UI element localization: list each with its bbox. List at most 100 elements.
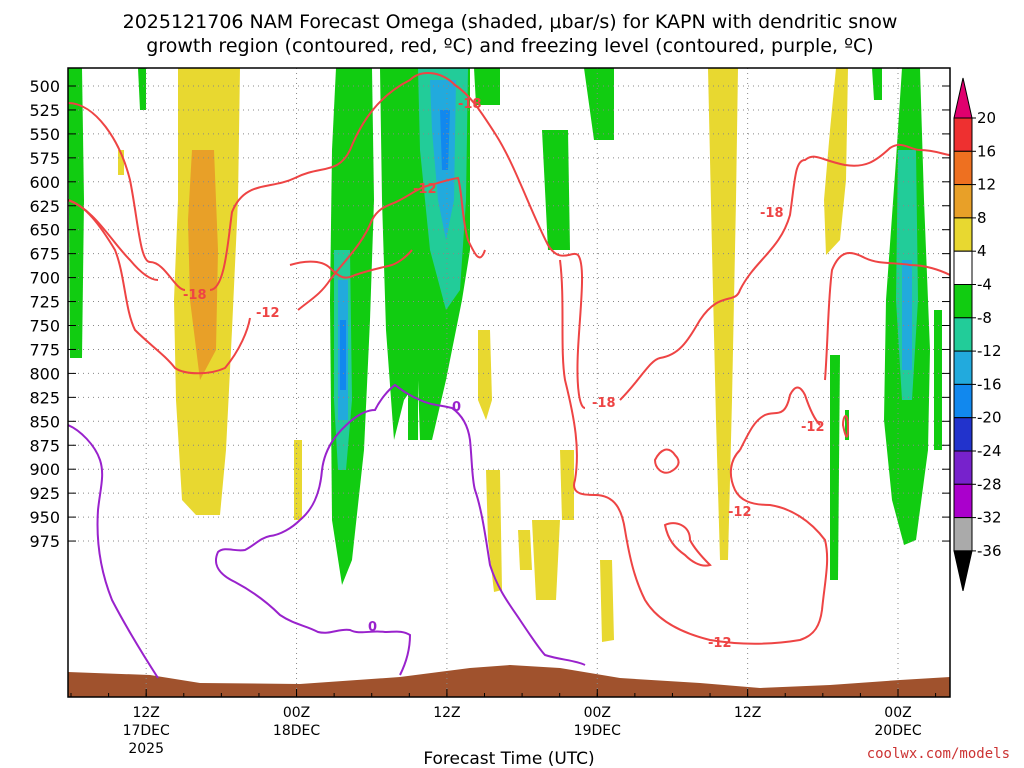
y-tick-label: 750 xyxy=(29,317,60,336)
colorbar-swatch xyxy=(953,217,973,252)
colorbar-label: -8 xyxy=(977,309,992,327)
y-tick-label: 650 xyxy=(29,221,60,240)
omega-negative-region xyxy=(542,130,570,250)
dendritic-contour xyxy=(619,143,950,401)
colorbar-swatch xyxy=(953,317,973,352)
colorbar-label: -24 xyxy=(977,442,1002,460)
omega-positive-region xyxy=(518,530,532,570)
omega-positive-region xyxy=(486,470,502,592)
colorbar-swatch xyxy=(953,184,973,219)
y-tick-label: 625 xyxy=(29,197,60,216)
omega-positive-region xyxy=(708,68,738,560)
omega-negative-region xyxy=(408,380,418,440)
y-tick-label: 525 xyxy=(29,101,60,120)
colorbar-swatch xyxy=(953,250,973,285)
y-tick-label: 550 xyxy=(29,125,60,144)
y-tick-label: 975 xyxy=(29,532,60,551)
colorbar-label: 8 xyxy=(977,209,987,227)
dendritic-contour xyxy=(559,259,829,645)
y-tick-label: 925 xyxy=(29,484,60,503)
colorbar-swatch xyxy=(953,550,973,592)
contour-label: -12 xyxy=(801,420,825,435)
omega-positive-region xyxy=(600,560,614,642)
omega-negative-region xyxy=(138,68,146,110)
omega-shading xyxy=(68,68,942,642)
colorbar-label: -36 xyxy=(977,542,1002,560)
colorbar-label: -16 xyxy=(977,375,1002,393)
freezing-level-contour xyxy=(215,383,586,676)
x-tick-date: 19DEC xyxy=(574,723,621,739)
dendritic-contour xyxy=(739,386,821,451)
dendritic-contour xyxy=(841,415,850,438)
omega-negative-core xyxy=(440,110,450,170)
omega-positive-region xyxy=(824,68,848,255)
omega-positive-region xyxy=(188,150,218,380)
colorbar-swatch xyxy=(953,483,973,519)
omega-negative-region xyxy=(872,68,882,100)
contour-label: -18 xyxy=(183,288,207,303)
contour-label: -12 xyxy=(256,306,280,321)
credit-text: coolwx.com/models xyxy=(867,746,1010,762)
colorbar-swatch xyxy=(953,150,973,186)
plot-frame xyxy=(67,67,951,698)
contour-label: -12 xyxy=(728,505,752,520)
colorbar-label: 12 xyxy=(977,176,996,194)
omega-negative-region xyxy=(474,68,500,105)
dendritic-contour xyxy=(663,522,712,567)
contour-label: 0 xyxy=(452,400,461,415)
dendritic-contour xyxy=(297,176,486,311)
colorbar-swatch xyxy=(953,77,973,119)
dendritic-contour xyxy=(824,252,950,381)
dendritic-contour xyxy=(653,448,680,474)
contour-label: -18 xyxy=(760,206,784,221)
x-tick-label: 12Z xyxy=(734,705,761,721)
colorbar-label: -32 xyxy=(977,509,1002,527)
omega-negative-region xyxy=(68,68,84,358)
y-tick-label: 825 xyxy=(29,388,60,407)
x-tick-label: 00Z xyxy=(584,705,611,721)
colorbar-swatch xyxy=(953,417,973,452)
dendritic-contour xyxy=(289,249,413,279)
y-tick-label: 800 xyxy=(29,364,60,383)
x-tick-year: 2025 xyxy=(128,741,164,757)
x-tick-label: 00Z xyxy=(283,705,310,721)
colorbar-label: 16 xyxy=(977,142,996,160)
freezing-level-contour xyxy=(68,424,159,679)
y-tick-label: 900 xyxy=(29,460,60,479)
y-tick-label: 500 xyxy=(29,77,60,96)
omega-negative-core xyxy=(340,320,346,390)
chart-title-line2: growth region (contoured, red, ºC) and f… xyxy=(146,35,873,57)
dendritic-contour xyxy=(209,72,586,409)
x-axis-label: Forecast Time (UTC) xyxy=(423,749,594,768)
contour-label: -18 xyxy=(458,97,482,112)
x-tick-label: 12Z xyxy=(132,705,159,721)
contour-label: -12 xyxy=(413,182,437,197)
dendritic-contour xyxy=(68,199,251,375)
x-axis: 12Z 17DEC 2025 00Z 18DEC 12Z 00Z 19DEC 12Z 00Z 20D… xyxy=(70,689,937,757)
y-axis: 500 525 550 575 600 625 650 675 700 725 750 775 800 8… xyxy=(29,77,950,551)
omega-negative-region xyxy=(830,355,840,580)
omega-negative-region xyxy=(934,310,942,450)
colorbar-label: -12 xyxy=(977,342,1002,360)
omega-positive-region xyxy=(560,450,574,520)
colorbar-label: -28 xyxy=(977,475,1002,493)
omega-positive-region xyxy=(294,440,302,520)
omega-positive-region xyxy=(532,520,560,600)
contour-label: -18 xyxy=(592,396,616,411)
x-tick-date: 20DEC xyxy=(874,723,921,739)
x-tick-label: 12Z xyxy=(433,705,460,721)
y-tick-label: 575 xyxy=(29,149,60,168)
x-tick-date: 18DEC xyxy=(273,723,320,739)
y-tick-label: 950 xyxy=(29,508,60,527)
y-tick-label: 775 xyxy=(29,340,60,359)
chart-title-line1: 2025121706 NAM Forecast Omega (shaded, μ… xyxy=(123,11,898,33)
colorbar-swatch xyxy=(953,517,973,552)
colorbar-label: 20 xyxy=(977,109,996,127)
y-tick-label: 875 xyxy=(29,436,60,455)
colorbar-swatch xyxy=(953,117,973,152)
contour-label: 0 xyxy=(368,620,377,635)
colorbar-swatch xyxy=(953,450,973,485)
x-tick-date: 17DEC xyxy=(123,723,170,739)
y-tick-label: 700 xyxy=(29,269,60,288)
